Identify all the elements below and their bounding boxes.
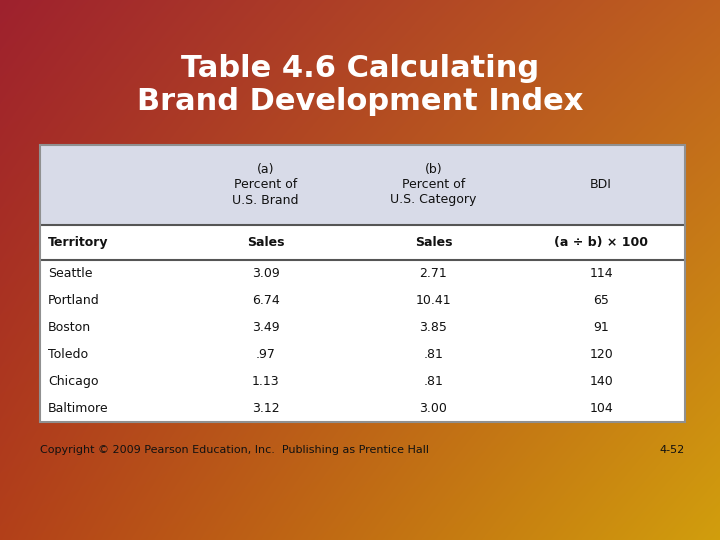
Text: 140: 140 [589,375,613,388]
Text: .81: .81 [423,375,444,388]
Text: 3.49: 3.49 [252,321,279,334]
Text: 104: 104 [589,402,613,415]
Text: Boston: Boston [48,321,91,334]
Text: Toledo: Toledo [48,348,88,361]
Text: Chicago: Chicago [48,375,99,388]
Text: Seattle: Seattle [48,267,92,280]
Text: BDI: BDI [590,179,612,192]
Bar [40,145,685,225]
Text: .81: .81 [423,348,444,361]
Text: 2.71: 2.71 [420,267,447,280]
Text: Portland: Portland [48,294,100,307]
Text: (a ÷ b) × 100: (a ÷ b) × 100 [554,236,648,249]
Text: Baltimore: Baltimore [48,402,109,415]
Text: 6.74: 6.74 [252,294,279,307]
Text: 120: 120 [589,348,613,361]
Text: Table 4.6 Calculating
Brand Development Index: Table 4.6 Calculating Brand Development … [137,53,583,116]
Text: 3.00: 3.00 [420,402,447,415]
Text: 3.09: 3.09 [252,267,279,280]
Text: (a)
Percent of
U.S. Brand: (a) Percent of U.S. Brand [233,164,299,206]
Text: 3.85: 3.85 [420,321,447,334]
Text: .97: .97 [256,348,276,361]
Text: Copyright © 2009 Pearson Education, Inc.  Publishing as Prentice Hall: Copyright © 2009 Pearson Education, Inc.… [40,445,429,455]
Text: 65: 65 [593,294,609,307]
Text: 3.12: 3.12 [252,402,279,415]
Text: 4-52: 4-52 [660,445,685,455]
Text: Sales: Sales [247,236,284,249]
Text: (b)
Percent of
U.S. Category: (b) Percent of U.S. Category [390,164,477,206]
Text: Sales: Sales [415,236,452,249]
Text: 10.41: 10.41 [415,294,451,307]
Bar [40,225,685,422]
Text: Territory: Territory [48,236,109,249]
Text: 91: 91 [593,321,609,334]
Text: 114: 114 [590,267,613,280]
Bar [40,145,685,422]
Text: 1.13: 1.13 [252,375,279,388]
